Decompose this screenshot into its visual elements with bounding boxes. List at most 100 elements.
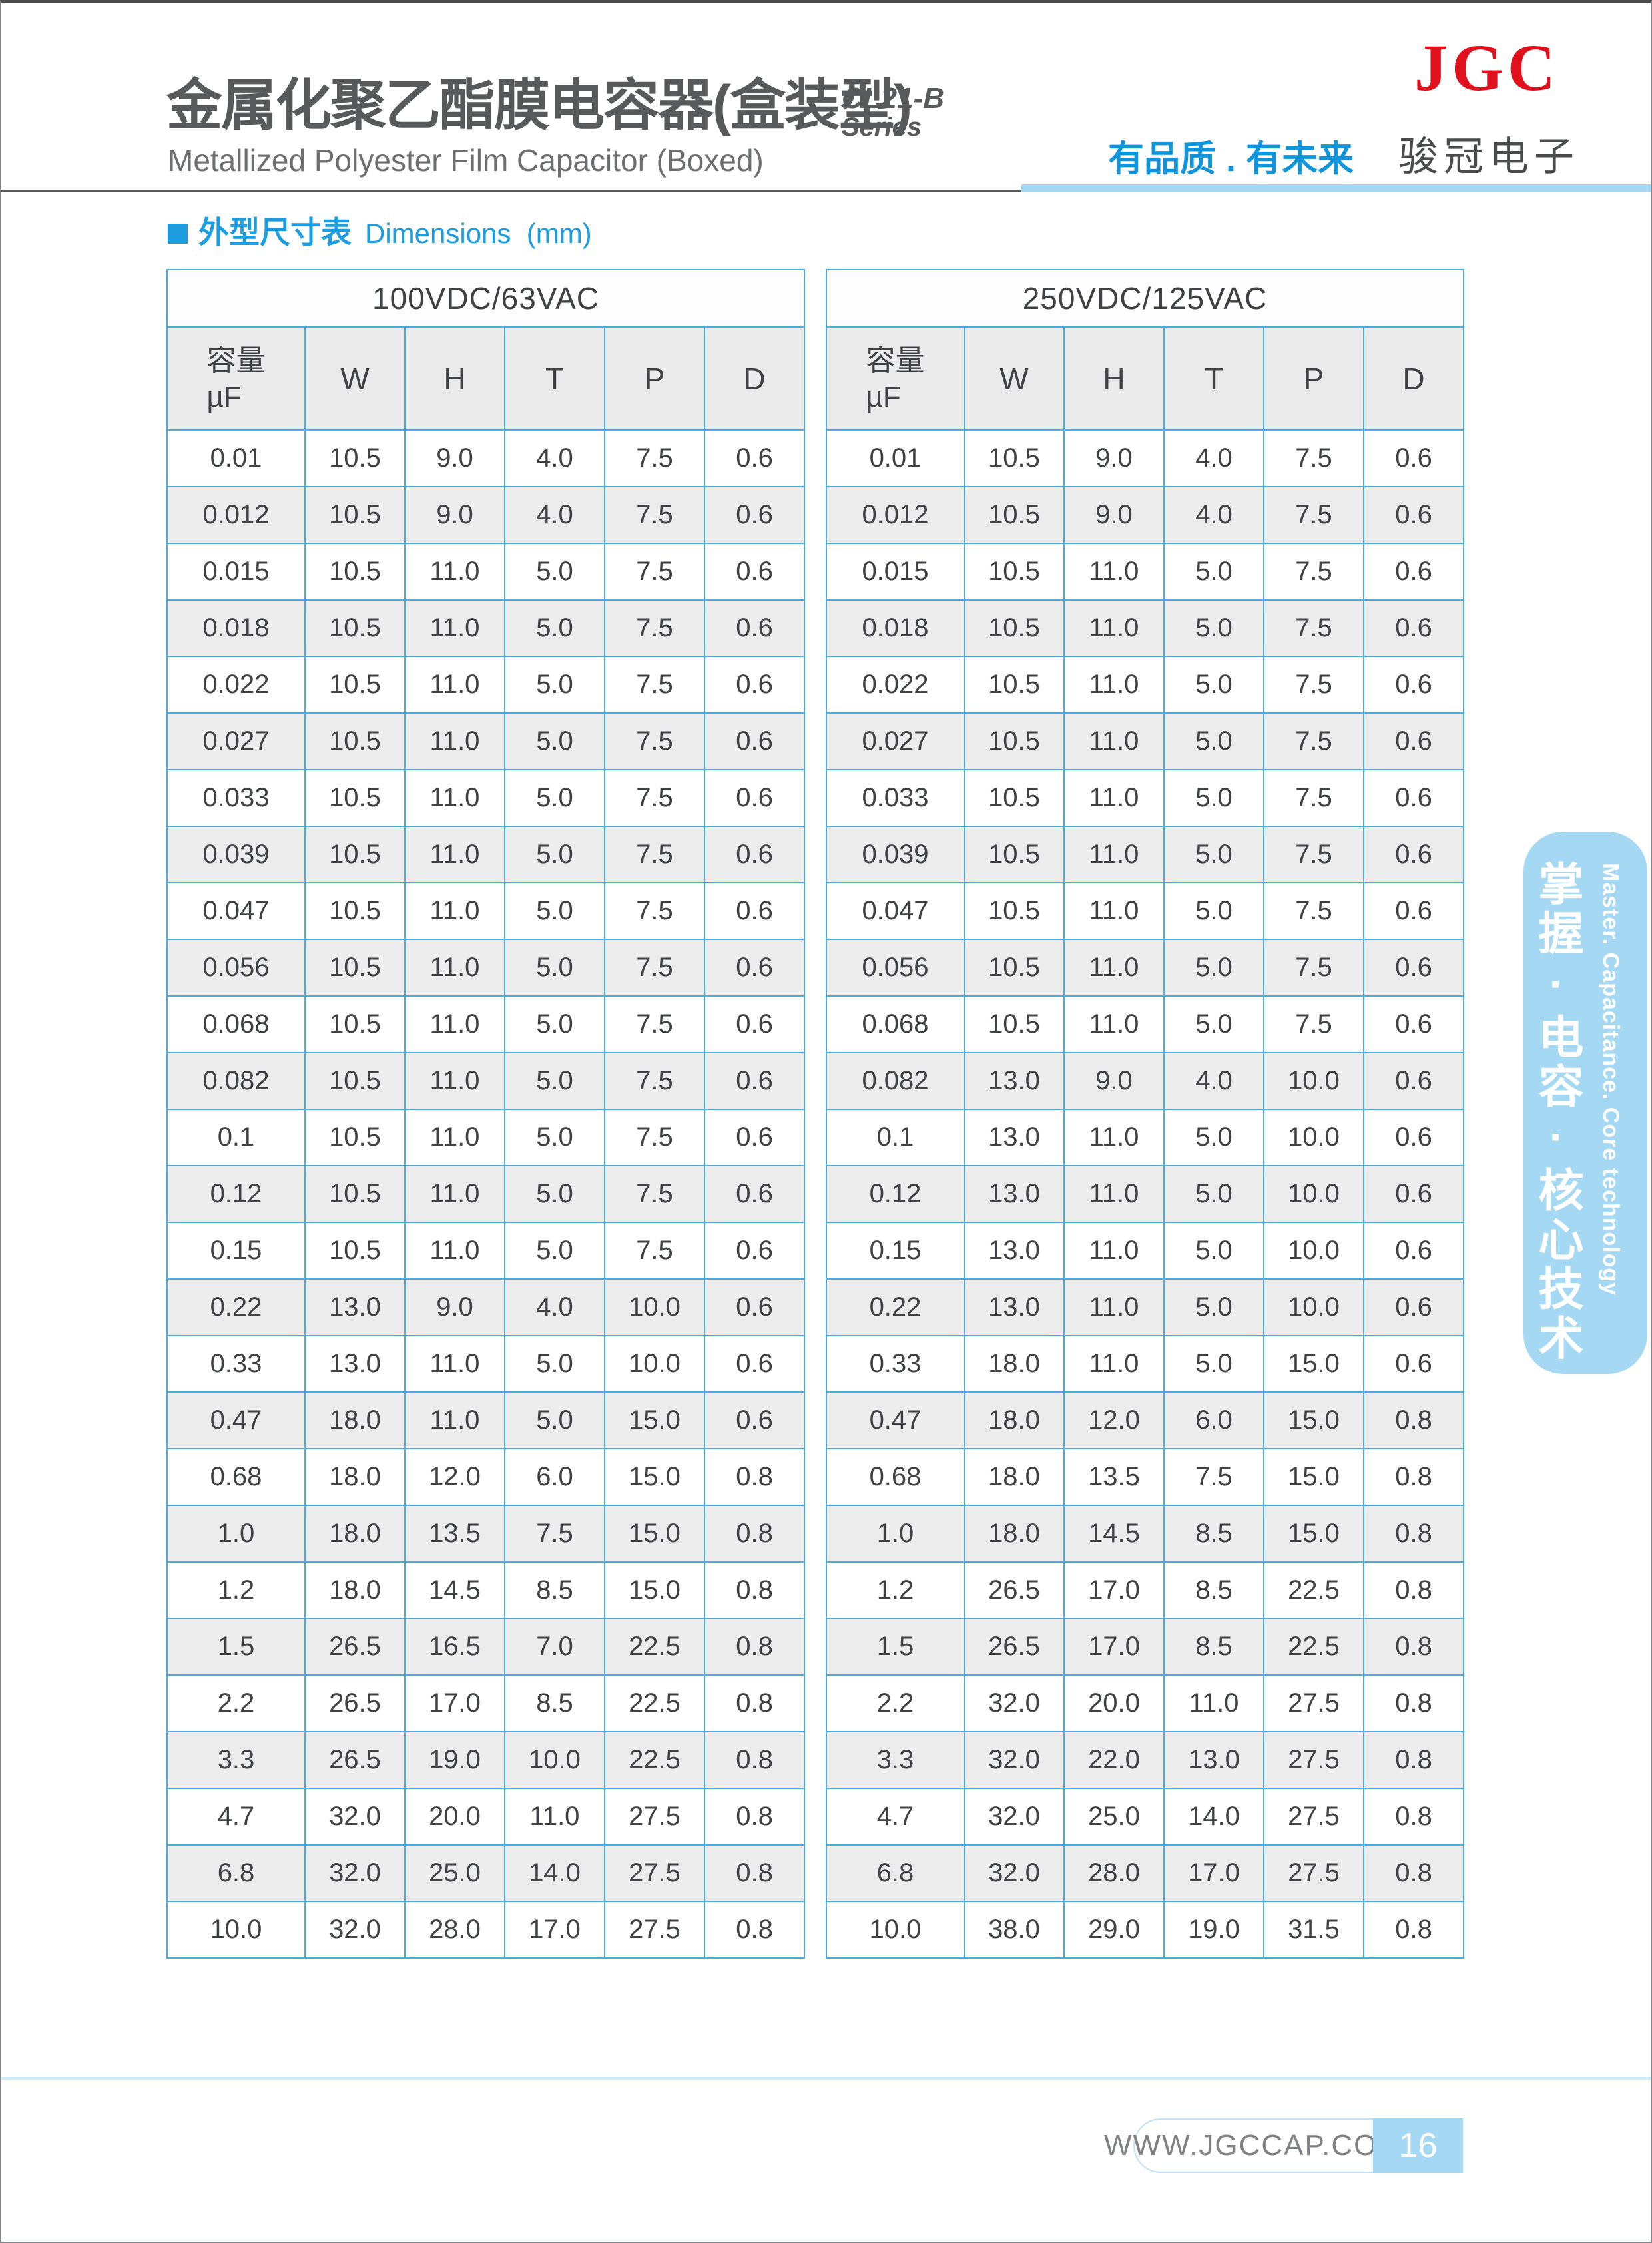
dim-cell: 10.5 (964, 826, 1065, 883)
dim-cell: 12.0 (404, 1448, 505, 1506)
table-row: 0.022 10.5 11.0 5.0 7.5 0.6 (166, 656, 806, 714)
dim-cell: 0.6 (1362, 656, 1465, 714)
website-pill: WWW.JGCCAP.COM (1104, 2118, 1402, 2173)
dim-cell: 13.0 (964, 1165, 1065, 1223)
dim-cell: 15.0 (604, 1505, 705, 1563)
table-row: 0.33 13.0 11.0 5.0 10.0 0.6 (166, 1335, 806, 1393)
side-slogan-tab (1523, 832, 1647, 1374)
dim-cell: 0.012 (166, 486, 306, 544)
dim-cell: 3.3 (166, 1731, 306, 1789)
dim-cell: 0.8 (703, 1448, 806, 1506)
dim-cell: 27.5 (1263, 1844, 1364, 1902)
dim-cell: 0.01 (166, 429, 306, 487)
dim-cell: 5.0 (504, 1052, 605, 1110)
table-row: 0.033 10.5 11.0 5.0 7.5 0.6 (826, 769, 1465, 827)
dim-cell: 0.47 (166, 1391, 306, 1449)
table-row: 0.47 18.0 12.0 6.0 15.0 0.8 (826, 1391, 1465, 1449)
dim-cell: 29.0 (1063, 1901, 1165, 1959)
dim-cell: 0.8 (1362, 1901, 1465, 1959)
dim-cell: 11.0 (1163, 1674, 1264, 1732)
capacity-label-zh: 容量 (866, 344, 925, 377)
dim-cell: 10.5 (964, 656, 1065, 714)
dim-cell: 0.6 (1362, 543, 1465, 601)
dim-cell: 12.0 (1063, 1391, 1165, 1449)
dim-cell: 18.0 (304, 1561, 406, 1619)
dim-cell: 11.0 (504, 1788, 605, 1846)
dim-cell: 5.0 (504, 1165, 605, 1223)
dim-cell: 4.0 (504, 429, 605, 487)
dim-cell: 10.0 (604, 1335, 705, 1393)
table-row: 0.082 13.0 9.0 4.0 10.0 0.6 (826, 1052, 1465, 1110)
column-header-capacity: 容量 µF (826, 326, 965, 431)
table-row: 0.015 10.5 11.0 5.0 7.5 0.6 (166, 543, 806, 601)
table-title: 100VDC/63VAC (166, 269, 806, 328)
dim-cell: 10.0 (604, 1278, 705, 1336)
dim-cell: 10.5 (304, 1052, 406, 1110)
dim-cell: 10.5 (964, 429, 1065, 487)
dim-cell: 0.6 (703, 1278, 806, 1336)
dim-cell: 0.8 (1362, 1674, 1465, 1732)
table-row: 0.012 10.5 9.0 4.0 7.5 0.6 (826, 486, 1465, 544)
dim-cell: 0.22 (166, 1278, 306, 1336)
page-title-zh: 金属化聚乙酯膜电容器(盒装型) (166, 74, 912, 136)
table-row: 0.018 10.5 11.0 5.0 7.5 0.6 (166, 599, 806, 657)
dim-cell: 10.5 (304, 769, 406, 827)
table-row: 6.8 32.0 28.0 17.0 27.5 0.8 (826, 1844, 1465, 1902)
dim-cell: 11.0 (1063, 1109, 1165, 1166)
dim-cell: 11.0 (1063, 995, 1165, 1053)
table-row: 6.8 32.0 25.0 14.0 27.5 0.8 (166, 1844, 806, 1902)
dim-cell: 0.01 (826, 429, 965, 487)
dim-cell: 5.0 (504, 826, 605, 883)
section-title-zh: 外型尺寸表 (198, 215, 352, 250)
column-header-t: T (1163, 326, 1264, 431)
dim-cell: 5.0 (1163, 882, 1264, 940)
dim-cell: 0.068 (166, 995, 306, 1053)
table-row: 1.2 26.5 17.0 8.5 22.5 0.8 (826, 1561, 1465, 1619)
dim-cell: 16.5 (404, 1618, 505, 1676)
dim-cell: 0.8 (703, 1618, 806, 1676)
dim-cell: 11.0 (404, 826, 505, 883)
dim-cell: 7.5 (1263, 995, 1364, 1053)
table-row: 3.3 26.5 19.0 10.0 22.5 0.8 (166, 1731, 806, 1789)
table-row: 1.2 18.0 14.5 8.5 15.0 0.8 (166, 1561, 806, 1619)
dim-cell: 0.012 (826, 486, 965, 544)
dim-cell: 7.5 (1263, 712, 1364, 770)
dim-cell: 11.0 (1063, 826, 1165, 883)
table-title: 250VDC/125VAC (825, 269, 1465, 328)
dim-cell: 0.6 (703, 769, 806, 827)
dim-cell: 18.0 (964, 1505, 1065, 1563)
dim-cell: 14.5 (1063, 1505, 1165, 1563)
dim-cell: 0.6 (1362, 769, 1465, 827)
dim-cell: 22.5 (604, 1618, 705, 1676)
dim-cell: 11.0 (404, 769, 505, 827)
table-row: 0.015 10.5 11.0 5.0 7.5 0.6 (826, 543, 1465, 601)
dim-cell: 6.0 (1163, 1391, 1264, 1449)
dim-cell: 7.5 (1163, 1448, 1264, 1506)
dim-cell: 0.027 (166, 712, 306, 770)
dim-cell: 0.022 (166, 656, 306, 714)
dim-cell: 10.5 (964, 769, 1065, 827)
dim-cell: 5.0 (504, 1335, 605, 1393)
dim-cell: 11.0 (1063, 1335, 1165, 1393)
dim-cell: 0.8 (1362, 1448, 1465, 1506)
dim-cell: 0.8 (1362, 1505, 1465, 1563)
table-header-row: 容量 µF W H T P D (166, 326, 806, 431)
dim-cell: 2.2 (826, 1674, 965, 1732)
dim-cell: 10.0 (504, 1731, 605, 1789)
table-row: 3.3 32.0 22.0 13.0 27.5 0.8 (826, 1731, 1465, 1789)
dim-cell: 5.0 (504, 1391, 605, 1449)
dim-cell: 18.0 (304, 1505, 406, 1563)
dim-cell: 10.5 (304, 1222, 406, 1280)
dim-cell: 15.0 (1263, 1391, 1364, 1449)
dim-cell: 5.0 (504, 1109, 605, 1166)
dim-cell: 9.0 (404, 1278, 505, 1336)
dim-cell: 0.039 (166, 826, 306, 883)
dim-cell: 5.0 (1163, 1222, 1264, 1280)
dim-cell: 0.6 (703, 1165, 806, 1223)
dim-cell: 4.7 (166, 1788, 306, 1846)
dimensions-table-250vdc: 250VDC/125VAC 容量 µF W H T P D 0.01 10.5 9.… (825, 269, 1465, 1959)
footer-divider (1, 2077, 1651, 2080)
dim-cell: 10.5 (304, 486, 406, 544)
dim-cell: 4.0 (504, 1278, 605, 1336)
dim-cell: 10.5 (964, 543, 1065, 601)
